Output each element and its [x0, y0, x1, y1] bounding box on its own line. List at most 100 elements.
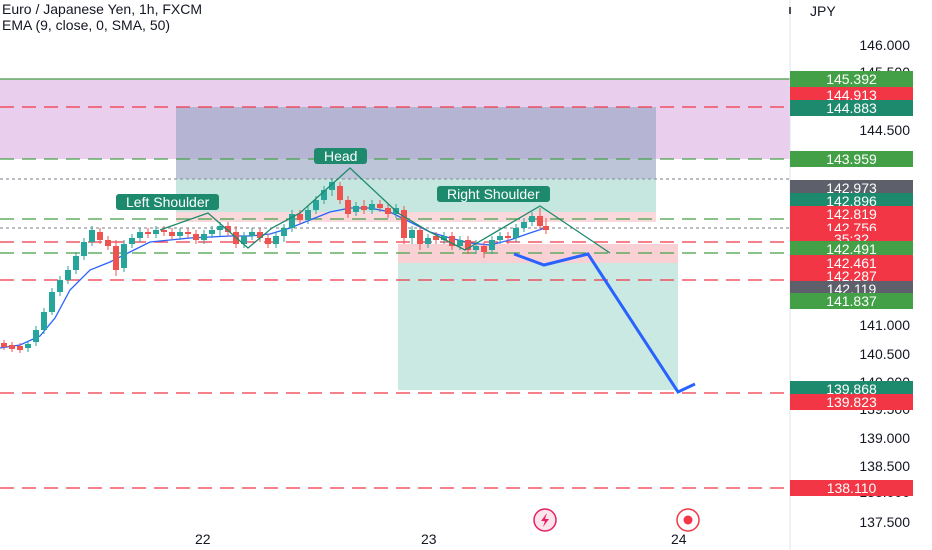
candle-body [369, 204, 375, 210]
price-badge: 143.959 [790, 151, 913, 167]
candle-body [33, 330, 39, 342]
price-badge: 139.868 [790, 381, 913, 397]
candle-body [1, 343, 7, 347]
candle-body [385, 208, 391, 214]
candle-body [225, 226, 231, 232]
price-badge: 142.287 [790, 268, 913, 284]
candle-body [185, 232, 191, 234]
candle-body [433, 236, 439, 240]
profit-zone-left [176, 179, 656, 212]
candle-body [543, 226, 549, 230]
candle-body [41, 312, 47, 330]
candle-body [425, 238, 431, 244]
candle-body [273, 236, 279, 244]
candle-body [353, 206, 359, 212]
price-badge: 142.491 [790, 241, 913, 257]
price-badge: 145.392 [790, 71, 913, 87]
candle-body [249, 232, 255, 236]
candle-body [497, 236, 503, 240]
candle-body [169, 232, 175, 236]
candle-body [281, 228, 287, 236]
candle-body [9, 345, 15, 349]
price-badge: 141.837 [790, 293, 913, 309]
candle-body [137, 232, 143, 238]
price-levels [0, 78, 790, 489]
candle-body [513, 228, 519, 238]
candle-body [65, 270, 71, 280]
candle-body [177, 232, 183, 236]
price-axis-label: 144.500 [859, 122, 910, 138]
price-axis-label: 138.500 [859, 458, 910, 474]
price-badge: 138.110 [790, 480, 913, 496]
price-axis-label: 146.000 [859, 37, 910, 53]
candle-body [265, 238, 271, 244]
price-badge: 142.819 [790, 206, 913, 222]
candle-body [289, 214, 295, 228]
candle-body [329, 182, 335, 190]
risk-zone [176, 107, 656, 179]
candle-body [305, 210, 311, 220]
candle-body [409, 230, 415, 238]
candle-body [81, 242, 87, 256]
target-zone [398, 263, 678, 390]
candle-body [153, 230, 159, 234]
candle-body [73, 256, 79, 270]
candle-body [537, 216, 543, 226]
indicator-legend[interactable]: EMA (9, close, 0, SMA, 50) [2, 17, 171, 33]
price-badge: 144.883 [790, 100, 913, 116]
candle-body [297, 214, 303, 220]
price-badge: 144.913 [790, 87, 913, 103]
candle-body [57, 280, 63, 292]
candle-body [361, 206, 367, 210]
candle-body [417, 230, 423, 244]
head-label: Head [314, 148, 368, 164]
forecast-path [513, 252, 696, 394]
candle-body [321, 190, 327, 200]
candle-body [337, 186, 343, 200]
candle-body [313, 200, 319, 210]
candle-body [121, 244, 127, 268]
price-axis-label: 141.000 [859, 317, 910, 333]
ema-line [0, 207, 546, 349]
candle-body [457, 240, 463, 246]
currency-label: JPY [810, 3, 836, 19]
candle-body [129, 238, 135, 244]
time-label-22: 22 [195, 531, 211, 547]
flash-icon[interactable] [533, 508, 557, 532]
chart-title: Euro / Japanese Yen, 1h, FXCM [2, 1, 203, 17]
head-and-shoulders-outline [159, 167, 611, 254]
candle-body [465, 240, 471, 250]
candle-body [481, 246, 487, 252]
candle-body [97, 232, 103, 240]
price-axis-label: 140.500 [859, 346, 910, 362]
candle-body [209, 230, 215, 234]
price-badge: 139.823 [790, 394, 913, 410]
price-badge: 142.461 [790, 255, 913, 271]
candlesticks [1, 178, 549, 353]
candle-body [441, 236, 447, 240]
stop-zone-left [176, 212, 656, 222]
candle-body [377, 204, 383, 208]
candle-body [505, 236, 511, 238]
candle-body [25, 344, 31, 348]
candle-body [345, 200, 351, 214]
candle-body [17, 346, 23, 350]
time-label-24: 24 [671, 531, 687, 547]
record-icon[interactable] [676, 508, 700, 532]
candle-body [401, 210, 407, 238]
candle-body [529, 216, 535, 222]
candle-body [145, 232, 151, 234]
candle-body [449, 236, 455, 246]
price-badge: 142.896 [790, 193, 913, 209]
price-axis-label: 137.500 [859, 514, 910, 530]
time-label-23: 23 [421, 531, 437, 547]
candle-body [257, 232, 263, 238]
candle-body [49, 292, 55, 312]
candle-body [241, 236, 247, 244]
candle-body [217, 226, 223, 230]
candle-body [489, 240, 495, 250]
left-shoulder-label: Left Shoulder [116, 194, 220, 210]
candle-body [105, 240, 111, 246]
price-badge: 142.973 [790, 180, 913, 196]
